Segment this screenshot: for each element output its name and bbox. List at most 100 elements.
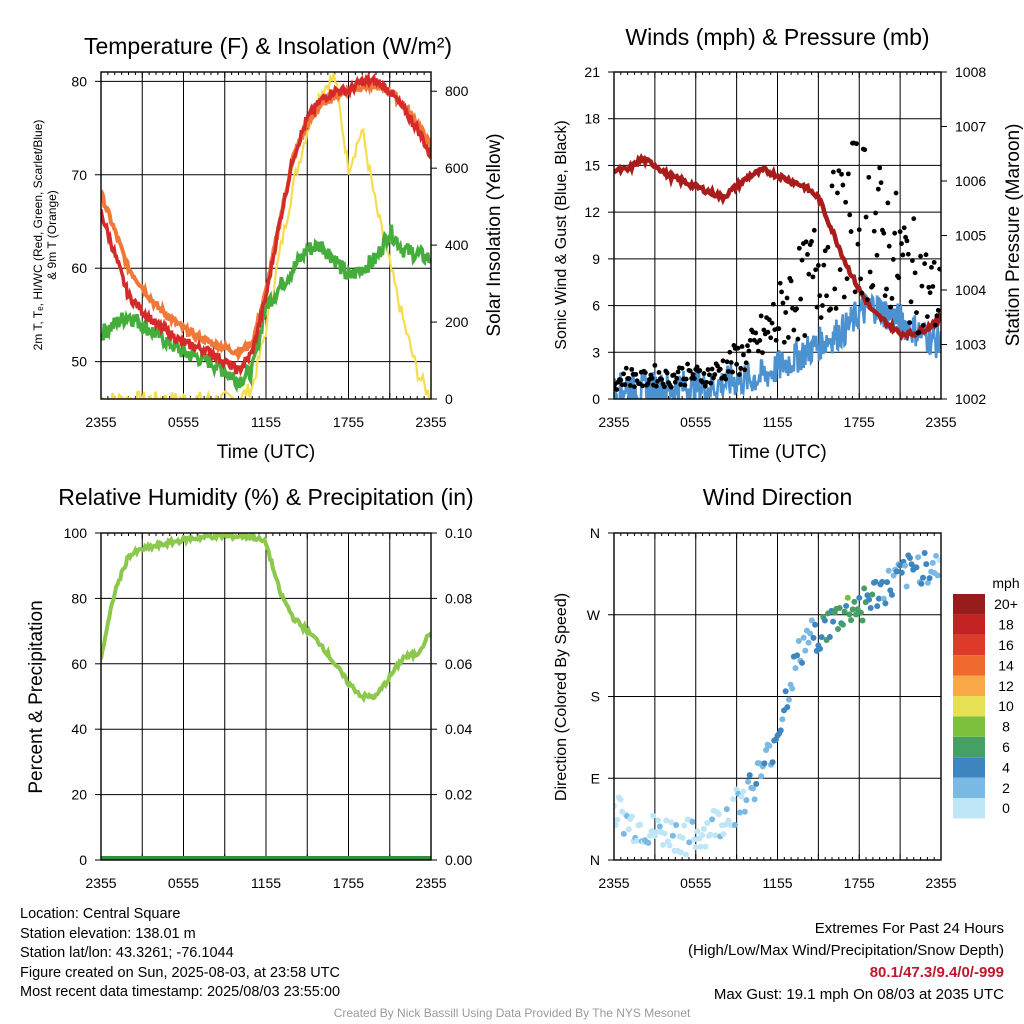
temp-x-tick-label: 2355 [85,414,116,430]
gust-point [682,382,688,388]
direction-point [885,567,892,574]
gust-point [794,306,799,312]
gust-point [852,289,858,295]
station-info: Location: Central Square Station elevati… [20,905,340,1003]
direction-point [879,578,886,585]
gust-point [806,271,812,277]
gust-point [926,284,932,290]
gust-point [771,301,776,307]
direction-point [906,555,913,562]
gust-point [736,372,742,377]
direction-point [936,557,941,564]
direction-point [784,704,791,711]
gust-point [802,333,808,338]
direction-point [686,839,693,846]
rh-x-tick-label: 1755 [333,875,364,891]
gust-point [916,330,922,335]
gust-point [840,182,846,188]
gust-point [649,375,655,381]
direction-point [648,827,655,834]
direction-point [890,572,897,579]
direction-point [697,843,704,850]
gust-point [739,344,745,349]
wind-y2-tick-label: 1004 [955,282,986,298]
direction-point [903,583,910,590]
direction-point [805,639,812,646]
gust-point [765,329,771,335]
direction-point [660,841,667,848]
direction-point [730,796,737,803]
direction-point [779,716,786,723]
gust-point [784,295,790,301]
temp-y2-tick-label: 600 [445,160,469,176]
direction-point [810,634,817,641]
direction-point [915,554,922,561]
gust-point [668,384,674,390]
gust-point [918,253,923,259]
gust-point [796,245,802,251]
x-axis-label: Time (UTC) [217,442,316,463]
gust-point [659,377,665,382]
gust-point [905,251,911,257]
gust-point [814,304,820,310]
legend-swatch [953,634,985,656]
legend-swatch [953,777,985,798]
direction-point [913,564,920,571]
location-text: Location: Central Square [20,906,181,922]
wind-y-tick-label: 21 [584,64,600,80]
gust-point [870,283,876,288]
direction-point [661,830,668,837]
gust-point [935,307,941,313]
legend-swatch [953,675,985,696]
direction-point [758,773,765,780]
gust-point [930,284,936,289]
direction-point [849,606,856,613]
direction-point [753,780,760,787]
gust-point [897,229,903,235]
gust-point [756,348,761,354]
chart-title: Relative Humidity (%) & Precipitation (i… [58,484,473,510]
wind-y-tick-label: 9 [592,251,600,267]
direction-point [751,796,758,803]
gust-point [933,322,938,328]
legend-label: 0 [1002,800,1010,816]
direction-point [848,617,855,624]
direction-point [834,626,841,633]
direction-point [826,633,833,640]
dir-y-tick-label: N [590,525,600,541]
elevation-text: Station elevation: 138.01 m [20,925,196,942]
gust-point [841,294,847,300]
gust-point [847,212,853,218]
temp-y-tick-label: 50 [71,354,87,370]
direction-point [795,637,802,644]
rh-x-tick-label: 1155 [251,875,281,891]
temp-y-tick-label: 70 [71,167,87,183]
direction-point [782,688,789,695]
direction-point [699,832,706,839]
gust-point [848,229,854,234]
gust-point [866,174,872,180]
direction-point [704,820,711,827]
gust-point [738,365,744,371]
gust-point [818,315,824,321]
plot-frame [613,71,942,400]
gust-point [893,190,899,196]
legend-swatch [953,594,985,615]
direction-point [691,836,698,843]
gust-point [810,274,816,280]
gust-point [825,244,831,250]
direction-point [653,828,660,835]
temp-y-tick-label: 60 [71,260,87,276]
direction-point [650,812,657,819]
direction-point [852,611,859,618]
chart-title: Winds (mph) & Pressure (mb) [625,24,929,50]
direction-point [874,603,881,610]
direction-point [722,821,729,828]
gust-point [875,186,881,192]
extremes-heading: Extremes For Past 24 Hours [814,920,1004,937]
direction-point [731,822,738,829]
rh-y-tick-label: 80 [71,590,87,606]
direction-point [880,595,887,602]
dir-y-tick-label: W [587,607,601,623]
gust-point [623,365,629,371]
